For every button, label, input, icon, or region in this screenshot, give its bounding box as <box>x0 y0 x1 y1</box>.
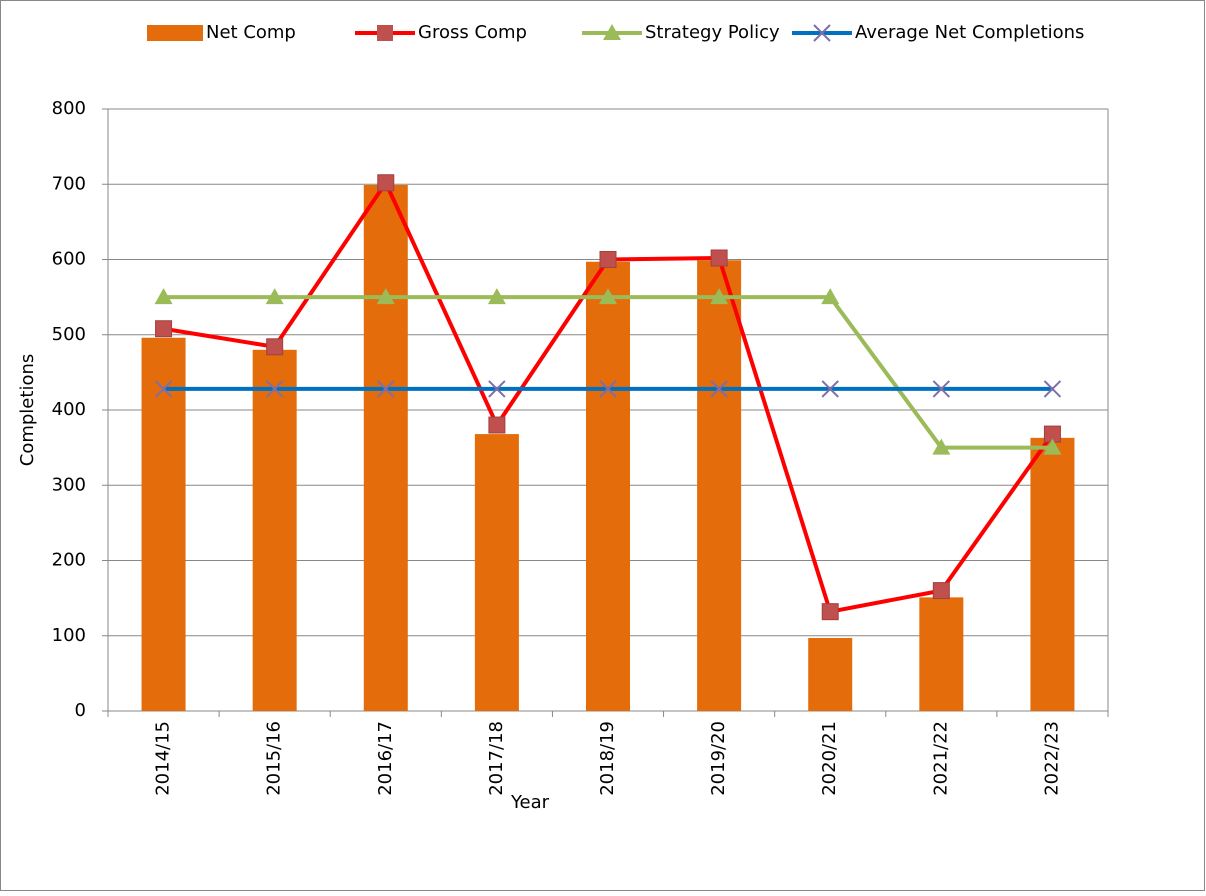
marker <box>155 320 173 338</box>
marker <box>821 288 840 305</box>
x-tick-label: 2021/22 <box>930 721 951 796</box>
marker <box>599 251 617 268</box>
marker <box>377 380 395 398</box>
y-axis-label: Completions <box>17 354 38 466</box>
legend-label: Gross Comp <box>418 22 527 43</box>
marker <box>599 288 617 305</box>
marker <box>154 380 173 398</box>
bar <box>252 349 297 711</box>
legend-item: Strategy Policy <box>582 22 780 43</box>
legend-label: Net Comp <box>206 22 296 43</box>
legend-marker <box>603 24 621 40</box>
legend-marker <box>377 25 393 41</box>
x-tick-label: 2022/23 <box>1041 721 1062 796</box>
legend-label: Strategy Policy <box>645 22 780 43</box>
bar <box>1030 437 1075 711</box>
marker <box>1043 438 1062 455</box>
x-tick-label: 2018/19 <box>597 721 618 796</box>
x-tick-label: 2015/16 <box>264 721 285 796</box>
marker <box>932 582 950 600</box>
bar <box>363 185 408 711</box>
y-tick-label: 300 <box>52 474 86 495</box>
y-tick-label: 0 <box>75 700 86 721</box>
marker <box>710 288 729 305</box>
legend-swatch <box>147 25 203 41</box>
y-tick-label: 400 <box>52 399 86 420</box>
marker <box>154 288 173 305</box>
legend-marker <box>813 24 831 42</box>
bar <box>919 597 964 711</box>
x-tick-label: 2020/21 <box>819 721 840 796</box>
marker <box>487 288 506 305</box>
marker <box>821 603 839 621</box>
marker <box>488 380 506 398</box>
bar <box>586 261 630 711</box>
y-tick-label: 500 <box>52 324 86 345</box>
marker <box>488 416 506 434</box>
marker <box>376 288 395 305</box>
marker <box>265 380 284 398</box>
marker <box>266 338 284 356</box>
legend-item: Average Net Completions <box>792 22 1084 43</box>
marker <box>377 174 395 192</box>
x-axis-label: Year <box>510 792 550 813</box>
marker <box>821 380 839 398</box>
legend-label: Average Net Completions <box>855 22 1084 43</box>
y-tick-label: 800 <box>52 98 86 119</box>
x-tick-label: 2014/15 <box>153 721 174 796</box>
y-tick-label: 100 <box>52 625 86 646</box>
y-tick-label: 700 <box>52 173 86 194</box>
bar <box>697 260 742 711</box>
bar <box>474 434 519 711</box>
y-tick-label: 600 <box>52 249 86 270</box>
marker <box>1043 380 1062 398</box>
y-tick-label: 200 <box>52 550 86 571</box>
x-tick-label: 2019/20 <box>708 721 729 796</box>
marker <box>599 380 617 398</box>
bar <box>808 638 853 711</box>
marker <box>710 380 728 398</box>
marker <box>932 438 951 455</box>
legend-item: Gross Comp <box>355 22 527 43</box>
x-tick-label: 2017/18 <box>486 721 507 796</box>
marker <box>932 380 951 398</box>
legend-item: Net Comp <box>147 22 296 43</box>
marker <box>265 288 284 305</box>
marker <box>710 249 728 267</box>
x-tick-label: 2016/17 <box>375 721 396 796</box>
bar <box>141 337 186 711</box>
